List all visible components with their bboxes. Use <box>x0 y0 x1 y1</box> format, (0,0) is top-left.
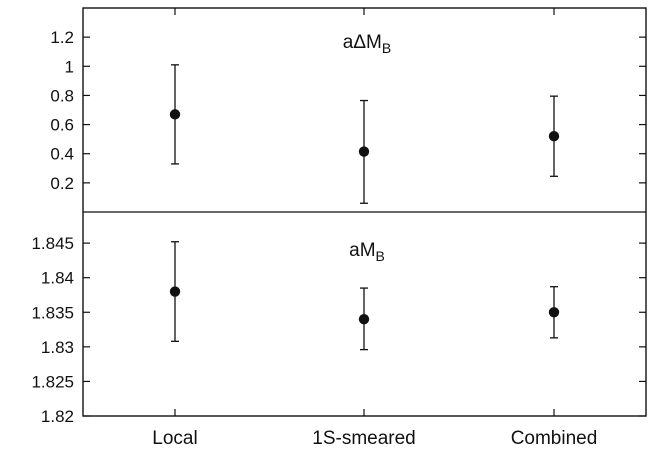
top-panel: 0.2 0.4 0.6 0.8 1 1.2 <box>50 28 646 204</box>
data-point <box>358 146 370 157</box>
data-point <box>548 307 560 318</box>
data-point <box>169 109 181 120</box>
data-point <box>169 286 181 297</box>
y-tick-label: 0.8 <box>50 86 74 105</box>
y-tick-label: 0.4 <box>50 145 74 164</box>
x-tick-label: Combined <box>511 428 598 449</box>
y-tick-label: 1.825 <box>31 372 74 391</box>
y-tick-label: 0.2 <box>50 174 74 193</box>
x-tick-label: 1S-smeared <box>312 428 416 449</box>
bottom-panel-title: aMB <box>349 240 385 264</box>
x-axis: Local 1S-smeared Combined <box>152 8 597 449</box>
y-tick-label: 1.845 <box>31 234 74 253</box>
data-point <box>358 313 370 325</box>
y-tick-label: 1.84 <box>41 269 74 288</box>
y-tick-label: 1.2 <box>50 28 74 47</box>
y-tick-label: 0.6 <box>50 116 74 135</box>
y-tick-label: 1.83 <box>41 338 74 357</box>
top-panel-title: aΔMB <box>343 32 391 56</box>
x-tick-label: Local <box>152 428 197 449</box>
bottom-panel: 1.82 1.825 1.83 1.835 1.84 1.845 <box>31 234 646 426</box>
y-tick-label: 1 <box>65 57 74 76</box>
y-tick-label: 1.835 <box>31 303 74 322</box>
y-tick-label: 1.82 <box>41 407 74 426</box>
data-point <box>548 131 560 142</box>
